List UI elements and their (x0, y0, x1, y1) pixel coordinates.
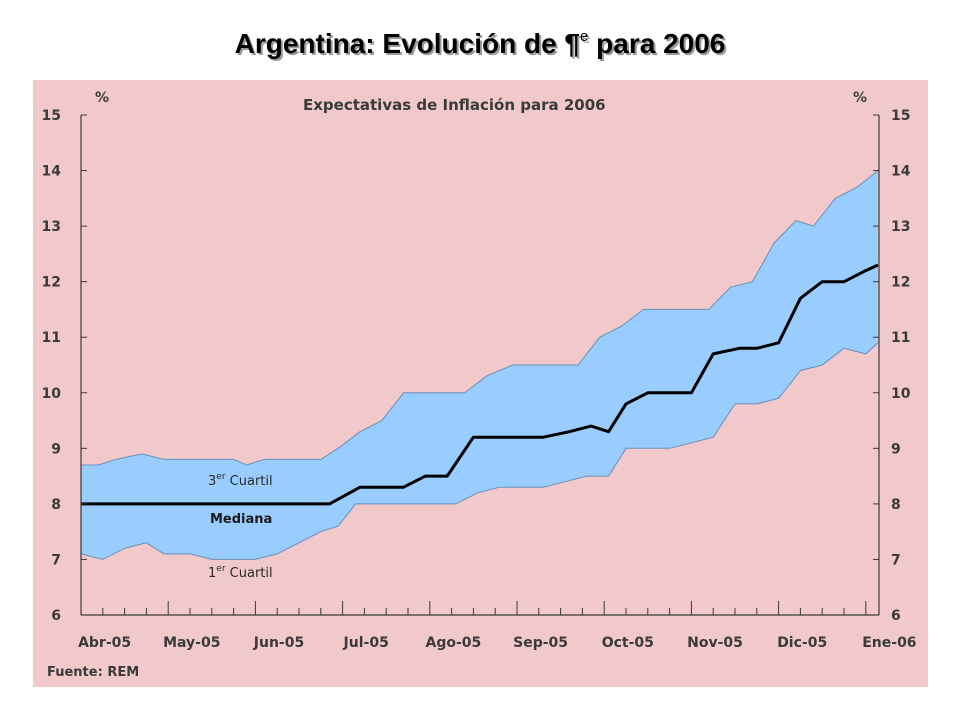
q3-label: 3er Cuartil (208, 472, 273, 489)
q1-label-number: 1 (208, 566, 216, 581)
y-tick-label-right: 14 (891, 164, 911, 180)
series-median-line (81, 263, 879, 506)
x-tick-label: Abr-05 (78, 635, 131, 651)
q1-label-superscript: er (216, 564, 226, 574)
x-tick-label: May-05 (163, 635, 220, 651)
x-tick-label: Dic-05 (777, 635, 827, 651)
q3-label-number: 3 (208, 474, 216, 489)
y-tick-label-left: 7 (51, 552, 61, 568)
x-tick-label: Oct-05 (602, 635, 654, 651)
x-tick-label: Jun-05 (253, 635, 304, 651)
y-tick-label-right: 9 (891, 441, 901, 457)
y-tick-label-right: 10 (891, 386, 911, 402)
quartile-band-layer (80, 170, 879, 560)
y-tick-label-left: 6 (51, 608, 61, 624)
q1-label-word: Cuartil (226, 566, 273, 581)
y-tick-label-left: 10 (42, 386, 62, 402)
slide-title: Argentina: Evolución de ¶e para 2006 (0, 28, 960, 60)
x-tick-label: Sep-05 (513, 635, 568, 651)
y-tick-label-left: 11 (42, 330, 61, 346)
y-tick-label-right: 15 (891, 108, 910, 124)
series-q3-line (81, 170, 879, 466)
slide-title-superscript: e (580, 28, 589, 45)
x-tick-label: Ene-06 (862, 635, 916, 651)
x-tick-label: Nov-05 (687, 635, 743, 651)
y-tick-label-left: 14 (42, 164, 62, 180)
q3-label-superscript: er (216, 472, 226, 482)
slide-title-main: Argentina: Evolución de ¶ (234, 28, 581, 59)
median-layer (81, 263, 879, 506)
y-tick-label-left: 9 (51, 441, 61, 457)
x-tick-label: Jul-05 (343, 635, 389, 651)
y-tick-label-right: 12 (891, 275, 910, 291)
x-tick-label: Ago-05 (426, 635, 482, 651)
y-tick-label-left: 13 (42, 219, 61, 235)
series-q1-line (80, 342, 879, 560)
y-tick-label-left: 12 (42, 275, 61, 291)
q3-label-word: Cuartil (226, 474, 273, 489)
y-axis-unit-right: % (853, 90, 867, 106)
chart-title: Expectativas de Inflación para 2006 (303, 96, 606, 114)
source-note: Fuente: REM (47, 665, 139, 680)
y-tick-label-right: 11 (891, 330, 910, 346)
y-axis-unit-left: % (95, 90, 109, 106)
y-tick-label-right: 13 (891, 219, 910, 235)
q1-label: 1er Cuartil (208, 564, 273, 581)
chart-panel: 6 6 7 7 8 8 9 9 10 10 11 11 12 12 13 13 14 14 15 15 Abr-05 Ma… (33, 80, 928, 687)
y-tick-label-right: 7 (891, 552, 901, 568)
y-tick-label-right: 8 (891, 497, 901, 513)
y-tick-label-left: 15 (42, 108, 61, 124)
slide-title-tail: para 2006 (588, 28, 726, 59)
y-tick-label-left: 8 (51, 497, 61, 513)
y-tick-label-right: 6 (891, 608, 901, 624)
interquartile-band (81, 170, 878, 560)
median-label: Mediana (210, 512, 272, 527)
